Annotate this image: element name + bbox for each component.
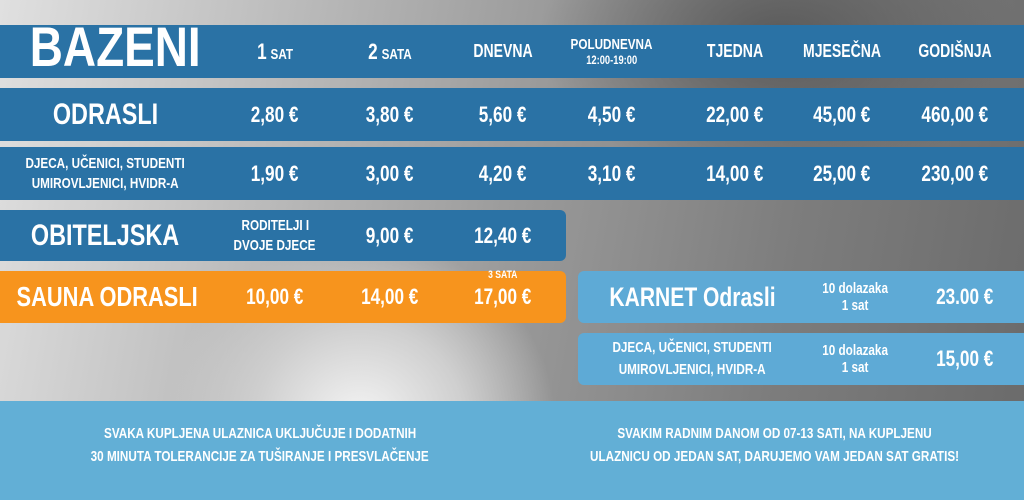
price-cell: 4,20 € xyxy=(479,160,527,186)
column-header-main: MJESEČNA xyxy=(802,41,882,61)
sauna-note: 3 SATA xyxy=(488,269,518,281)
karnet-odrasli xyxy=(578,271,1024,323)
page-title: BAZENI xyxy=(29,14,201,78)
karnet-description: 10 dolazaka 1 sat xyxy=(822,342,888,376)
column-header: POLUDNEVNA 12:00-19:00 xyxy=(556,25,668,78)
price-cell: 3,10 € xyxy=(588,160,636,186)
karnet-djeca xyxy=(578,333,1024,385)
price-cell: 45,00 € xyxy=(813,101,871,127)
karnet-label: KARNET Odrasli xyxy=(609,281,776,312)
karnet-description: 10 dolazaka 1 sat xyxy=(822,280,888,314)
sauna-price: 14,00 € xyxy=(361,284,419,309)
price-cell: 2,80 € xyxy=(251,101,299,127)
column-header-sub: 12:00-19:00 xyxy=(586,53,638,67)
row-sauna xyxy=(0,271,566,323)
column-header-sub: SAT xyxy=(270,45,294,63)
price-cell: 14,00 € xyxy=(706,160,764,186)
row-djeca xyxy=(0,147,1024,200)
price-cell: 1,90 € xyxy=(251,160,299,186)
column-header: 1 SAT xyxy=(219,25,331,78)
row-label-obiteljska: OBITELJSKA xyxy=(30,218,180,252)
price-cell: 22,00 € xyxy=(706,101,764,127)
header-band xyxy=(0,25,1024,78)
column-header-sub: SATA xyxy=(381,45,412,63)
family-description: RODITELJI I DVOJE DJECE xyxy=(234,216,316,254)
price-cell: 4,50 € xyxy=(588,101,636,127)
price-cell: 460,00 € xyxy=(921,101,989,127)
column-header: MJESEČNA xyxy=(786,25,898,78)
row-odrasli xyxy=(0,88,1024,141)
column-header: GODIŠNJA xyxy=(899,25,1011,78)
karnet-price: 15,00 € xyxy=(936,346,994,371)
column-header: 2 SATA xyxy=(334,25,446,78)
karnet-label: DJECA, UČENICI, STUDENTI UMIROVLJENICI, H… xyxy=(612,339,773,378)
sauna-price: 17,00 € xyxy=(474,284,532,309)
column-header: DNEVNA xyxy=(447,25,559,78)
row-label-djeca: DJECA, UČENICI, STUDENTI UMIROVLJENICI, H… xyxy=(25,154,185,192)
column-header: TJEDNA xyxy=(679,25,791,78)
column-header-main: TJEDNA xyxy=(706,41,764,61)
column-header-main: 2 xyxy=(368,38,378,64)
price-cell: 230,00 € xyxy=(921,160,989,186)
row-label-sauna: SAUNA ODRASLI xyxy=(16,281,199,312)
price-cell: 3,00 € xyxy=(366,160,414,186)
price-cell: 3,80 € xyxy=(366,101,414,127)
footer-note-right: SVAKIM RADNIM DANOM OD 07-13 SATI, NA KU… xyxy=(590,425,960,465)
karnet-price: 23.00 € xyxy=(936,284,994,309)
column-header-main: POLUDNEVNA xyxy=(571,36,653,53)
family-price: 9,00 € xyxy=(366,222,414,248)
price-cell: 25,00 € xyxy=(813,160,871,186)
footer-band xyxy=(0,401,1024,500)
sauna-price: 10,00 € xyxy=(246,284,304,309)
price-cell: 5,60 € xyxy=(479,101,527,127)
column-header-main: GODIŠNJA xyxy=(918,41,992,61)
row-label-odrasli: ODRASLI xyxy=(52,97,158,131)
family-price: 12,40 € xyxy=(474,222,532,248)
column-header-main: DNEVNA xyxy=(473,41,533,61)
row-obiteljska xyxy=(0,210,566,261)
footer-note-left: SVAKA KUPLJENA ULAZNICA UKLJUČUJE I DODA… xyxy=(90,425,430,465)
column-header-main: 1 xyxy=(256,38,267,64)
